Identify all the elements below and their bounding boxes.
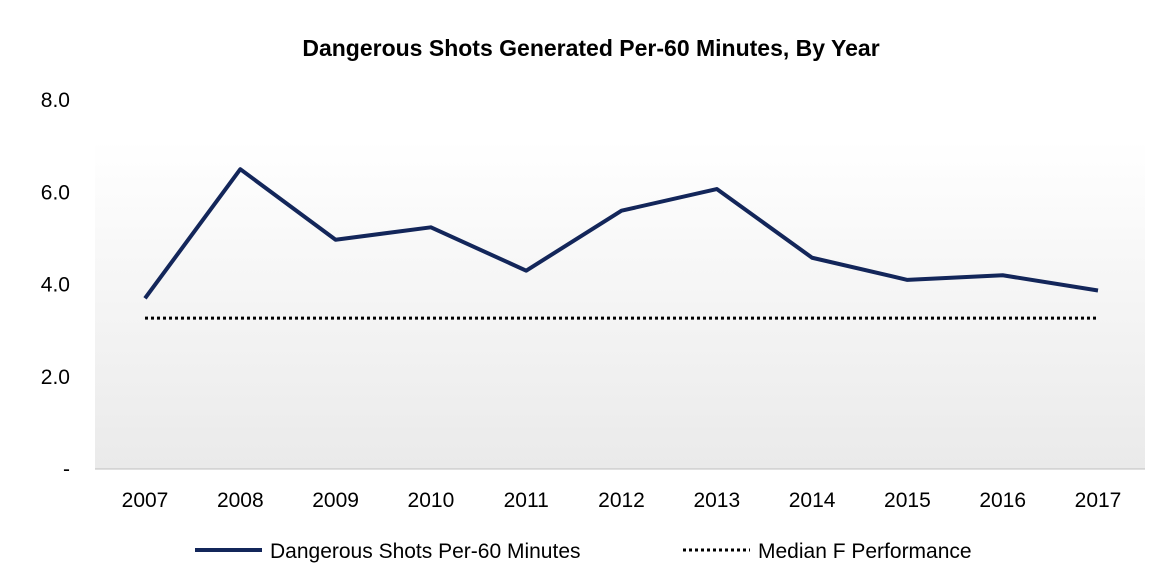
x-tick-label: 2008	[217, 489, 264, 512]
legend: Dangerous Shots Per-60 Minutes Median F …	[195, 540, 972, 563]
legend-label-dangerous-shots: Dangerous Shots Per-60 Minutes	[270, 540, 581, 563]
x-tick-label: 2017	[1075, 489, 1122, 512]
legend-label-median-f-performance: Median F Performance	[758, 540, 972, 563]
y-tick-label: 4.0	[41, 274, 70, 297]
x-tick-label: 2010	[408, 489, 455, 512]
x-tick-label: 2016	[979, 489, 1026, 512]
y-tick-label: 2.0	[41, 366, 70, 389]
x-tick-label: 2011	[504, 489, 549, 512]
series-line-dangerous-shots	[143, 167, 1099, 300]
x-tick-label: 2015	[884, 489, 931, 512]
x-tick-label: 2009	[312, 489, 359, 512]
x-tick-label: 2013	[693, 489, 740, 512]
series-lines	[143, 167, 1099, 320]
x-tick-label: 2012	[598, 489, 645, 512]
x-tick-label: 2014	[789, 489, 836, 512]
plot-background	[95, 140, 1145, 469]
y-tick-label: -	[63, 458, 70, 481]
y-axis-tick-labels: - 2.0 4.0 6.0 8.0	[41, 89, 70, 481]
y-tick-label: 6.0	[41, 181, 70, 204]
y-tick-label: 8.0	[41, 89, 70, 112]
x-tick-label: 2007	[122, 489, 169, 512]
x-axis-tick-labels: 2007 2008 2009 2010 2011 2012 2013 2014 2015 2016…	[122, 489, 1122, 512]
chart-title: Dangerous Shots Generated Per-60 Minutes…	[302, 35, 879, 61]
